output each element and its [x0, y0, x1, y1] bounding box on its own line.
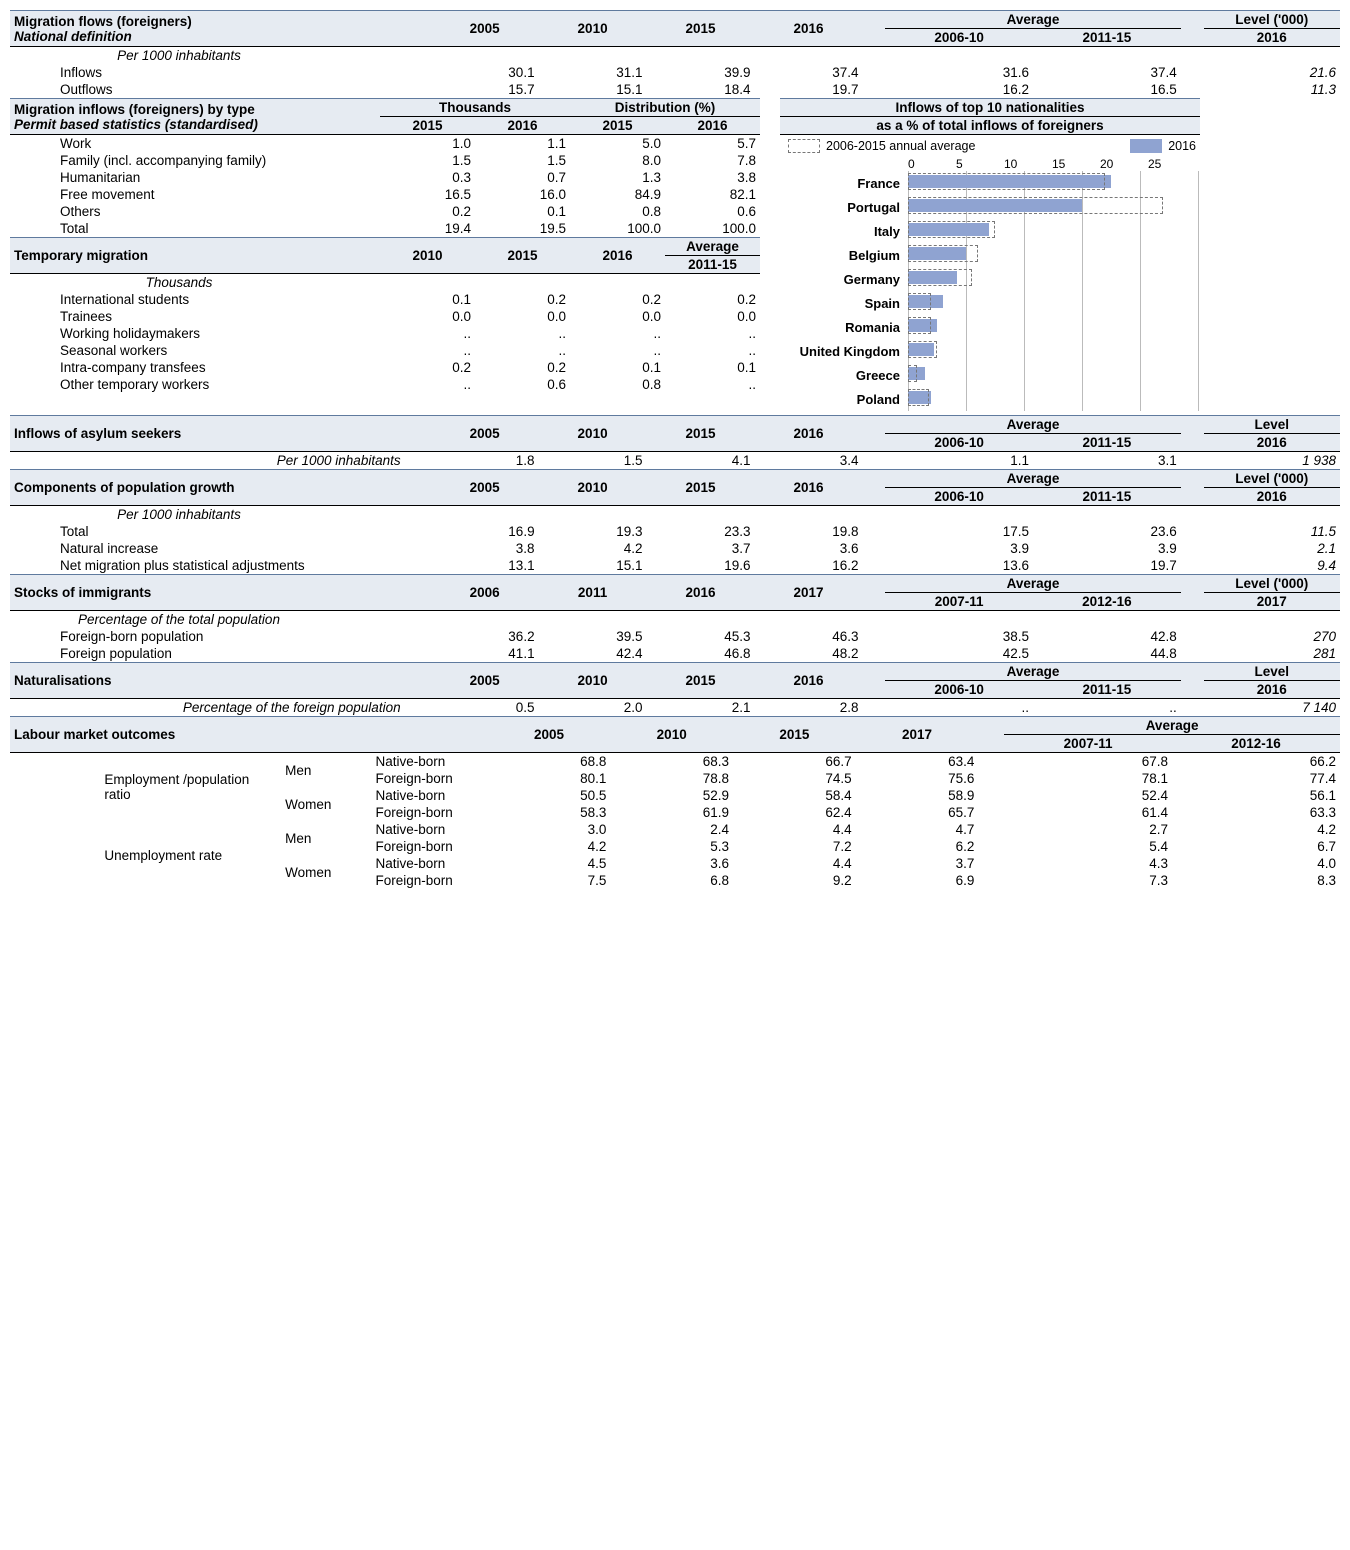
section-popgrowth-row: Net migration plus statistical adjustmen… — [10, 557, 1340, 574]
labour-row: Unemployment rateMenNative-born3.02.44.4… — [10, 821, 1340, 838]
section-naturalisations-row: Percentage of the foreign population0.52… — [10, 699, 1340, 717]
bar-avg — [908, 221, 995, 238]
legend-2016-box — [1130, 139, 1162, 153]
chart-header: Inflows of top 10 nationalities as a % o… — [780, 98, 1200, 135]
labour-row: Employment /population ratioMenNative-bo… — [10, 753, 1340, 771]
tempmig-row: Trainees0.00.00.00.0 — [10, 308, 760, 325]
chart-bar-row: Belgium — [788, 243, 1196, 267]
chart-bar-row: Poland — [788, 387, 1196, 411]
chart-bar-row: Greece — [788, 363, 1196, 387]
migflows-title1: Migration flows (foreigners) — [14, 14, 427, 29]
bar-avg — [908, 341, 937, 358]
section-naturalisations: Naturalisations 2005201020152016 Average… — [10, 662, 1340, 716]
section-migration-flows: Migration flows (foreigners)National def… — [10, 10, 1340, 98]
bar-avg — [908, 365, 917, 382]
section-inflows-by-type: Migration inflows (foreigners) by typePe… — [10, 98, 760, 237]
section-stocks: Stocks of immigrants 2006201120162017 Av… — [10, 574, 1340, 662]
labour-sex: Men — [281, 821, 371, 855]
migflows-row: Outflows15.715.118.419.716.216.511.3 — [10, 81, 1340, 98]
labour-group: Unemployment rate — [100, 821, 281, 889]
section-asylum: Inflows of asylum seekers 20052010201520… — [10, 415, 1340, 469]
section-stocks-row: Foreign-born population36.239.545.346.33… — [10, 628, 1340, 645]
bar-avg — [908, 317, 931, 334]
section-popgrowth-row: Total16.919.323.319.817.523.611.5 — [10, 523, 1340, 540]
labour-sex: Women — [281, 787, 371, 821]
chart-bar-row: Spain — [788, 291, 1196, 315]
bar-avg — [908, 245, 978, 262]
migflows-title2: National definition — [14, 29, 427, 44]
inflowtype-row: Humanitarian0.30.71.33.8 — [10, 169, 760, 186]
section-stocks-row: Foreign population41.142.446.848.242.544… — [10, 645, 1340, 662]
section-temporary-migration: Temporary migration 201020152016 Average… — [10, 237, 760, 393]
bar-avg — [908, 197, 1163, 214]
section-popgrowth: Components of population growth 20052010… — [10, 469, 1340, 574]
tempmig-row: Seasonal workers........ — [10, 342, 760, 359]
chart-bar-row: Italy — [788, 219, 1196, 243]
tempmig-row: Other temporary workers..0.60.8.. — [10, 376, 760, 393]
nationality-chart: 2006-2015 annual average 2016 0510152025… — [780, 135, 1200, 415]
chart-bar-row: Germany — [788, 267, 1196, 291]
bar-avg — [908, 389, 929, 406]
tempmig-row: International students0.10.20.20.2 — [10, 291, 760, 308]
inflowtype-row: Family (incl. accompanying family)1.51.5… — [10, 152, 760, 169]
inflowtype-row: Work1.01.15.05.7 — [10, 135, 760, 153]
inflowtype-row: Free movement16.516.084.982.1 — [10, 186, 760, 203]
bar-avg — [908, 173, 1105, 190]
section-asylum-row: Per 1000 inhabitants1.81.54.13.41.13.11 … — [10, 452, 1340, 470]
migflows-row: Inflows30.131.139.937.431.637.421.6 — [10, 64, 1340, 81]
bar-avg — [908, 293, 931, 310]
chart-bar-row: France — [788, 171, 1196, 195]
chart-axis: 0510152025 — [908, 157, 1196, 171]
section-popgrowth-row: Natural increase3.84.23.73.63.93.92.1 — [10, 540, 1340, 557]
inflowtype-row: Others0.20.10.80.6 — [10, 203, 760, 220]
labour-sex: Women — [281, 855, 371, 889]
section-labour: Labour market outcomes 2005201020152017 … — [10, 716, 1340, 889]
labour-sex: Men — [281, 753, 371, 788]
bar-avg — [908, 269, 972, 286]
tempmig-row: Working holidaymakers........ — [10, 325, 760, 342]
chart-bar-row: Portugal — [788, 195, 1196, 219]
tempmig-row: Intra-company transfees0.20.20.10.1 — [10, 359, 760, 376]
inflowtype-row: Total19.419.5100.0100.0 — [10, 220, 760, 237]
legend-avg-box — [788, 139, 820, 153]
chart-bar-row: United Kingdom — [788, 339, 1196, 363]
labour-group: Employment /population ratio — [100, 753, 281, 822]
chart-bar-row: Romania — [788, 315, 1196, 339]
